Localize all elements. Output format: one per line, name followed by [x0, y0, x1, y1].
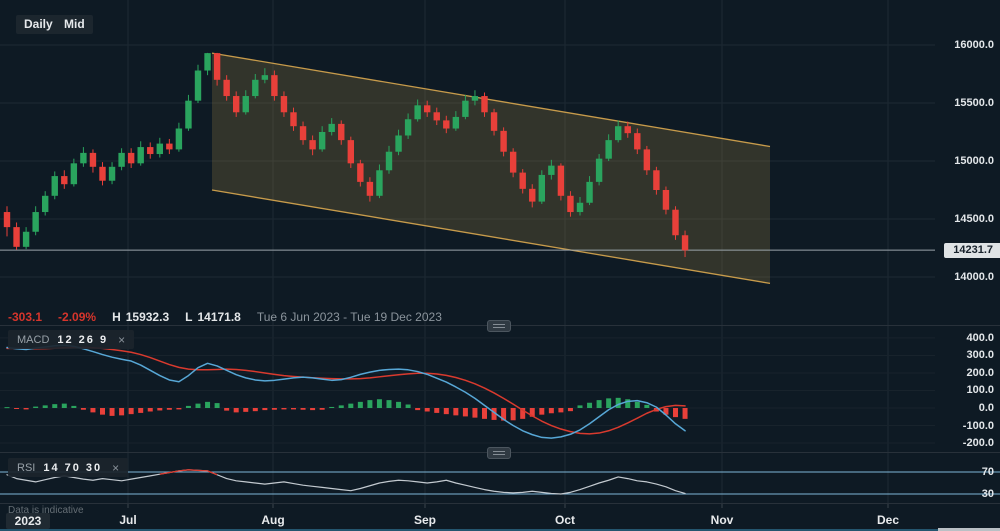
- price-type-button[interactable]: Mid: [56, 15, 93, 34]
- last-price-tag: 14231.7: [944, 243, 1000, 258]
- ohlc-status-bar: -303.1 -2.09% H 15932.3 L 14171.8 Tue 6 …: [8, 310, 442, 324]
- month-label: Sep: [413, 513, 436, 527]
- time-axis[interactable]: Data is indicative 2023 Jul Aug Sep Oct Nov De…: [0, 503, 1000, 529]
- high-label: H: [112, 310, 121, 324]
- axis-tick-label: 400.0: [966, 331, 994, 344]
- close-icon[interactable]: ×: [118, 332, 126, 347]
- date-range: Tue 6 Jun 2023 - Tue 19 Dec 2023: [256, 310, 442, 324]
- period-low: L 14171.8: [185, 310, 241, 324]
- axis-tick-label: 300.0: [966, 349, 994, 362]
- axis-tick-label: 70: [981, 466, 994, 478]
- axis-tick-label: 14000.0: [954, 271, 994, 283]
- rsi-params: 14 70 30: [43, 461, 103, 474]
- close-icon[interactable]: ×: [112, 460, 120, 475]
- axis-tick-label: -100.0: [962, 419, 994, 432]
- high-value: 15932.3: [125, 310, 170, 324]
- year-label: 2023: [6, 513, 50, 529]
- axis-tick-label: 15500.0: [954, 97, 994, 109]
- month-label: Dec: [876, 513, 899, 527]
- rsi-label: RSI: [17, 461, 36, 474]
- change-value: -303.1: [8, 310, 43, 324]
- macd-label: MACD: [17, 333, 50, 346]
- axis-tick-label: -200.0: [962, 437, 994, 450]
- month-label: Oct: [554, 513, 575, 527]
- month-label: Aug: [261, 513, 285, 527]
- period-high: H 15932.3: [112, 310, 169, 324]
- axis-tick-label: 16000.0: [954, 39, 994, 51]
- axis-tick-label: 200.0: [966, 366, 994, 379]
- macd-panel-resize-handle[interactable]: [487, 320, 511, 332]
- horizontal-scrollbar-thumb[interactable]: [938, 528, 1000, 531]
- axis-tick-label: 14500.0: [954, 213, 994, 225]
- macd-params: 12 26 9: [57, 333, 109, 346]
- low-label: L: [185, 310, 193, 324]
- axis-tick-label: 100.0: [966, 384, 994, 397]
- axis-tick-label: 0.0: [978, 402, 994, 414]
- axis-tick-label: 15000.0: [954, 155, 994, 167]
- rsi-panel-resize-handle[interactable]: [487, 447, 511, 459]
- macd-indicator-legend[interactable]: MACD 12 26 9 ×: [8, 330, 135, 349]
- month-label: Jul: [119, 513, 137, 527]
- rsi-indicator-legend[interactable]: RSI 14 70 30 ×: [8, 458, 129, 477]
- month-label: Nov: [710, 513, 734, 527]
- axis-tick-label: 30: [981, 488, 994, 500]
- timeframe-button[interactable]: Daily: [16, 15, 61, 34]
- low-value: 14171.8: [197, 310, 241, 324]
- bottom-edge-bar: [0, 529, 1000, 531]
- data-indicative-note: Data is indicative: [8, 505, 84, 516]
- change-percent: -2.09%: [58, 310, 97, 324]
